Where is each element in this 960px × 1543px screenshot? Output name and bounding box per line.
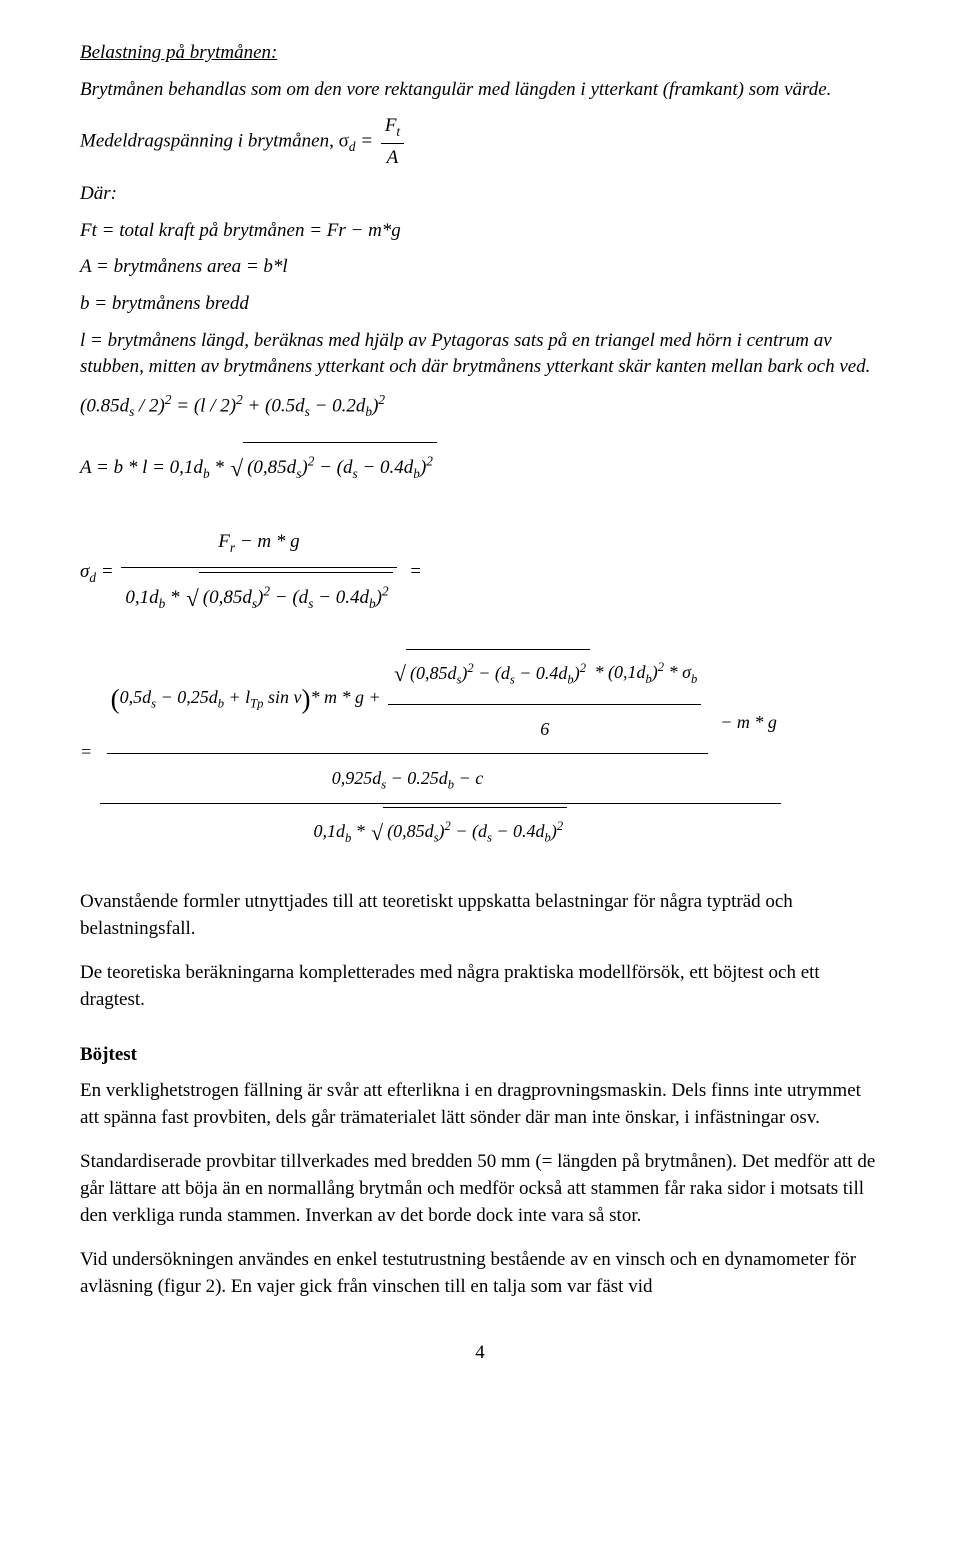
boj-para2: Standardiserade provbitar tillverkades m… xyxy=(80,1149,880,1229)
ov-para2: De teoretiska beräkningarna kompletterad… xyxy=(80,960,880,1013)
equation-pythagoras: (0.85ds / 2)2 = (l / 2)2 + (0.5ds − 0.2d… xyxy=(80,391,880,422)
page-number: 4 xyxy=(80,1340,880,1367)
def-area: A = brytmånens area = b*l xyxy=(80,254,880,281)
where-label: Där: xyxy=(80,181,880,208)
boj-heading: Böjtest xyxy=(80,1042,880,1069)
def-b: b = brytmånens bredd xyxy=(80,291,880,318)
def-l: l = brytmånens längd, beräknas med hjälp… xyxy=(80,328,880,381)
boj-para3: Vid undersökningen användes en enkel tes… xyxy=(80,1247,880,1300)
equation-sigma-d-full: = (0,5ds − 0,25db + lTp sin v)* m * g + … xyxy=(80,646,880,861)
intro-paragraph: Brytmånen behandlas som om den vore rekt… xyxy=(80,77,880,104)
ov-para1: Ovanstående formler utnyttjades till att… xyxy=(80,889,880,942)
def-ft: Ft = total kraft på brytmånen = Fr − m*g xyxy=(80,218,880,245)
section-heading: Belastning på brytmånen: xyxy=(80,42,277,63)
boj-para1: En verklighetstrogen fällning är svår at… xyxy=(80,1078,880,1131)
equation-sigma-d-def: Medeldragspänning i brytmånen, σd = FtA xyxy=(80,113,880,171)
equation-area: A = b * l = 0,1db * (0,85ds)2 − (ds − 0.… xyxy=(80,439,880,498)
equation-sigma-d-mid: σd = Fr − m * g 0,1db * (0,85ds)2 − (ds … xyxy=(80,517,880,629)
